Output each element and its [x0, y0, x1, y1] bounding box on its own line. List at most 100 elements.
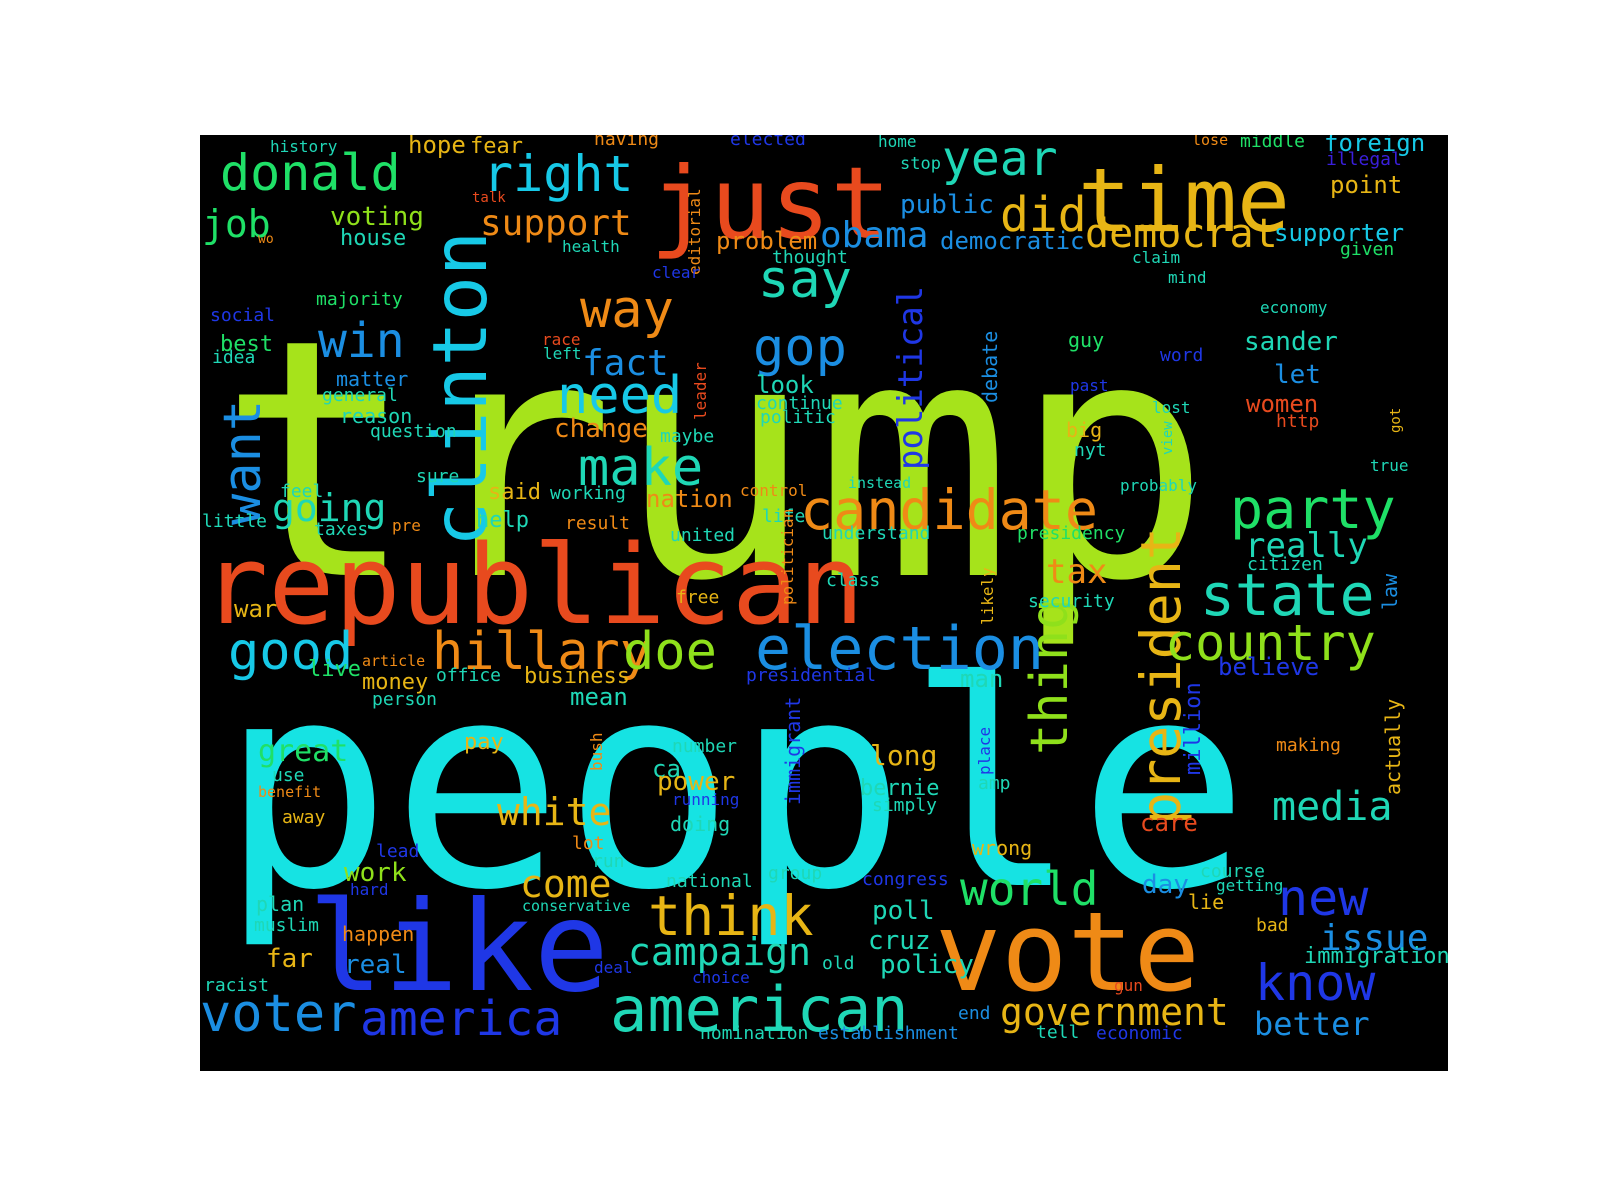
word-think: think [648, 884, 814, 948]
word-security: security [1028, 591, 1115, 612]
word-party: party [1230, 477, 1396, 541]
word-live: live [308, 657, 361, 682]
word-got: got [1388, 408, 1404, 433]
word-leader: leader [691, 362, 710, 420]
word-year: year [942, 135, 1058, 187]
word-white: white [497, 790, 611, 834]
word-word: word [1160, 345, 1203, 366]
word-policy: policy [880, 950, 974, 980]
word-choice: choice [692, 968, 750, 987]
word-democrat: democrat [1085, 211, 1278, 257]
word-let: let [1274, 360, 1321, 390]
word-place: place [975, 727, 994, 775]
word-history: history [270, 137, 338, 156]
word-cruz: cruz [868, 926, 931, 956]
word-immigrant: immigrant [781, 697, 805, 805]
word-job: job [202, 202, 271, 246]
word-racist: racist [204, 975, 269, 996]
word-really: really [1245, 526, 1368, 566]
word-conservative: conservative [522, 897, 630, 915]
word-politician: politician [778, 509, 797, 605]
word-bad: bad [1256, 915, 1289, 936]
word-point: point [1330, 171, 1402, 199]
word-benefit: benefit [258, 783, 321, 801]
word-mean: mean [570, 683, 628, 711]
word-thing: thing [1020, 598, 1080, 755]
word-presidential: presidential [746, 665, 876, 686]
word-race: race [542, 330, 581, 349]
word-wo: wo [258, 232, 274, 247]
word-question: question [370, 421, 457, 442]
word-getting: getting [1216, 876, 1283, 895]
word-problem: problem [716, 227, 817, 255]
word-win: win [318, 313, 405, 369]
word-happen: happen [342, 922, 414, 946]
word-nomination: nomination [700, 1023, 808, 1044]
word-gun: gun [1114, 976, 1143, 995]
word-wrong: wrong [972, 836, 1032, 860]
word-claim: claim [1132, 248, 1180, 267]
word-bernie: bernie [860, 776, 939, 801]
word-public: public [900, 190, 994, 220]
word-say: say [758, 250, 852, 310]
word-new: new [1278, 869, 1369, 927]
word-feel: feel [280, 481, 323, 502]
word-president: president [1129, 527, 1193, 825]
word-lead: lead [376, 841, 419, 862]
word-issue: issue [1320, 918, 1428, 959]
word-world: world [960, 862, 1098, 916]
word-fear: fear [470, 135, 523, 159]
word-amp: amp [978, 773, 1011, 794]
word-american: american [610, 973, 909, 1046]
word-obama: obama [820, 215, 928, 256]
word-vote: vote [935, 888, 1200, 1016]
word-change: change [554, 414, 648, 444]
word-deal: deal [594, 958, 633, 977]
word-candidate: candidate [800, 478, 1098, 542]
word-editorial: editorial [685, 188, 704, 275]
word-voter: voter [200, 984, 357, 1044]
word-clear: clear [652, 263, 701, 282]
word-probably: probably [1120, 476, 1197, 495]
word-man: man [960, 665, 1003, 693]
word-way: way [580, 280, 674, 340]
word-look: look [756, 371, 814, 399]
word-little: little [202, 511, 267, 532]
word-debate: debate [978, 331, 1002, 403]
word-guy: guy [1068, 328, 1104, 352]
word-day: day [1142, 870, 1189, 900]
word-making: making [1276, 735, 1341, 756]
word-lost: lost [1152, 398, 1191, 417]
word-people: people [220, 621, 1250, 953]
word-mind: mind [1168, 268, 1207, 287]
word-want: want [213, 400, 273, 525]
word-women: women [1246, 390, 1318, 418]
word-left: left [543, 344, 582, 363]
word-voting: voting [330, 202, 424, 232]
word-economy: economy [1260, 298, 1328, 317]
word-donald: donald [220, 144, 401, 202]
word-tax: tax [1046, 552, 1107, 592]
word-real: real [344, 950, 407, 980]
word-use: use [272, 765, 305, 786]
word-lot: lot [572, 833, 605, 854]
word-gop: gop [753, 318, 847, 378]
word-said: said [488, 480, 541, 505]
word-democratic: democratic [940, 227, 1085, 255]
word-lose: lose [1192, 135, 1228, 149]
word-number: number [672, 736, 737, 757]
word-doe: doe [623, 622, 717, 682]
word-pay: pay [464, 730, 504, 755]
word-business: business [524, 664, 630, 689]
word-republican: republican [202, 521, 864, 649]
word-going: going [272, 486, 386, 530]
word-like: like [308, 875, 609, 1020]
word-having: having [594, 135, 659, 150]
word-big: big [1066, 418, 1102, 442]
word-support: support [480, 203, 632, 244]
word-cloud-panel: trump people republican vote like just time cli… [200, 135, 1448, 1071]
word-home: home [878, 135, 917, 151]
word-government: government [1000, 990, 1229, 1034]
word-true: true [1370, 456, 1409, 475]
